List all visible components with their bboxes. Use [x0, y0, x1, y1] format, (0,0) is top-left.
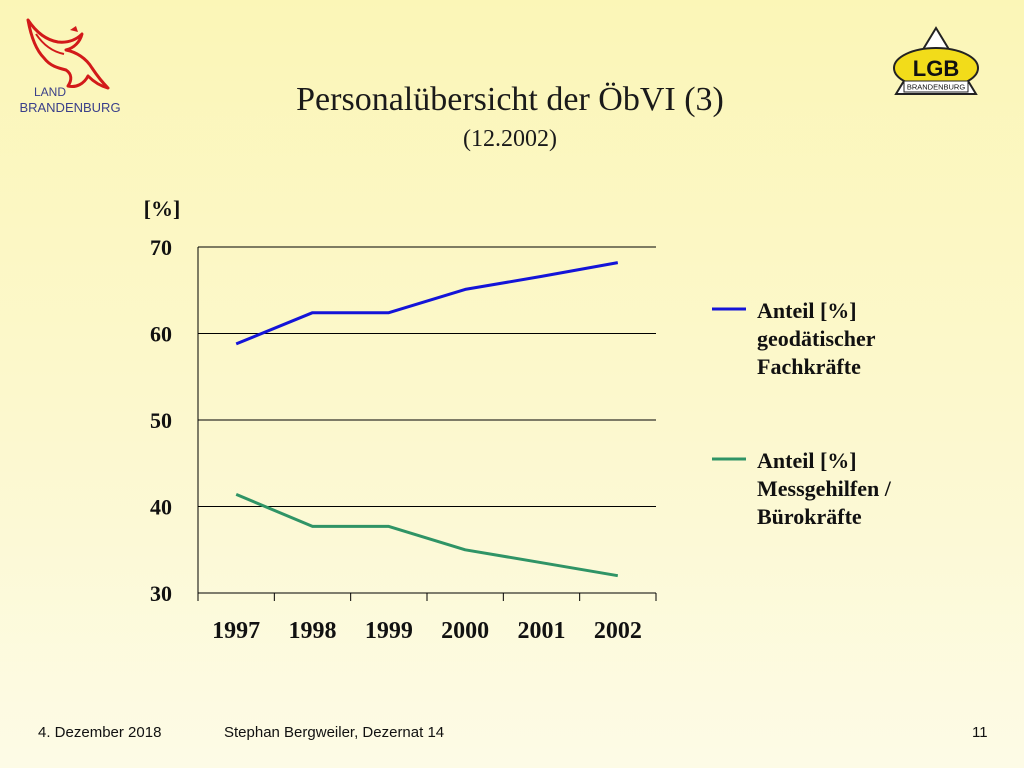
page-subtitle: (12.2002) [463, 126, 557, 152]
x-tick-label-2002: 2002 [594, 618, 642, 644]
y-tick-label-70: 70 [150, 235, 172, 260]
x-tick-label-1998: 1998 [289, 618, 337, 644]
land-brandenburg-logo: LAND BRANDENBURG [19, 18, 121, 115]
x-tick-label-1999: 1999 [365, 618, 413, 644]
y-axis-label: [%] [144, 196, 181, 221]
y-tick-label-30: 30 [150, 581, 172, 606]
logo-lgb-text: LGB [913, 56, 959, 81]
logo-brandenburg-text: BRANDENBURG [19, 100, 120, 115]
legend-label-1-line-3: Fachkräfte [757, 354, 861, 379]
lgb-logo: LGB BRANDENBURG [893, 26, 979, 95]
logo-land-text: LAND [34, 85, 66, 99]
x-tick-label-2001: 2001 [518, 618, 566, 644]
x-tick-label-2000: 2000 [441, 618, 489, 644]
y-tick-label-50: 50 [150, 408, 172, 433]
page-title: Personalübersicht der ÖbVI (3) [296, 81, 724, 118]
footer-author: Stephan Bergweiler, Dezernat 14 [224, 724, 445, 741]
legend-label-2-line-3: Bürokräfte [757, 504, 862, 529]
red-eagle-icon [26, 18, 110, 90]
footer-page-number: 11 [972, 724, 988, 741]
legend-label-2-line-2: Messgehilfen / [757, 476, 892, 501]
legend-label-1-line-2: geodätischer [757, 326, 876, 351]
line-chart: 30 40 50 60 70 1997 1998 1999 2000 2001 2002 [%] Ant… [144, 196, 892, 644]
y-tick-label-60: 60 [150, 322, 172, 347]
legend-label-1-line-1: Anteil [%] [757, 298, 857, 323]
logo-label-box [903, 80, 969, 93]
series-line-2 [235, 493, 619, 578]
logo-lgb-sub-text: BRANDENBURG [907, 83, 966, 92]
legend-label-2-line-1: Anteil [%] [757, 448, 857, 473]
x-tick-label-1997: 1997 [212, 618, 260, 644]
series-line-1 [235, 261, 619, 346]
footer-date: 4. Dezember 2018 [38, 724, 162, 741]
y-tick-label-40: 40 [150, 495, 172, 520]
